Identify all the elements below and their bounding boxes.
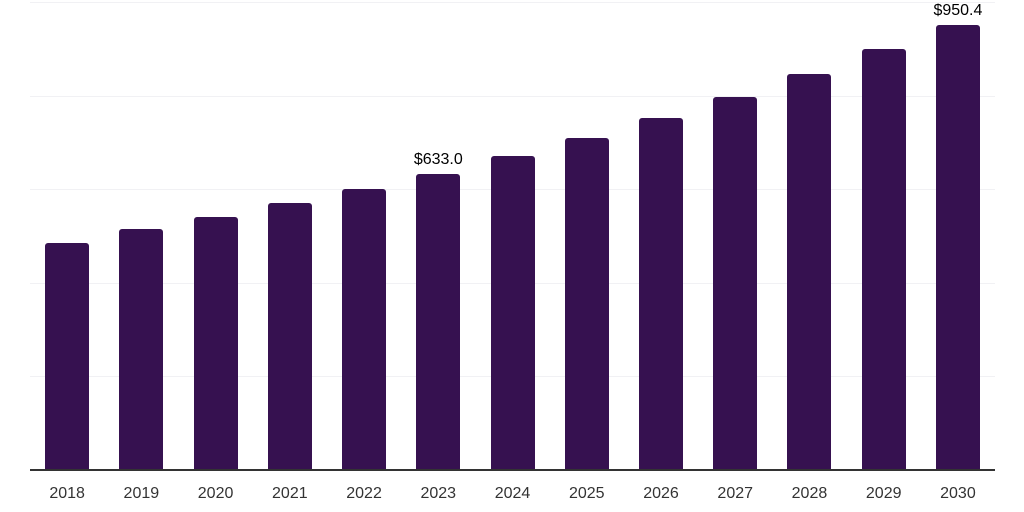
bar-column-2019	[104, 2, 178, 470]
bar-column-2022	[327, 2, 401, 470]
bar-column-2021	[253, 2, 327, 470]
bar-value-label-2023: $633.0	[413, 150, 463, 168]
bar-2022[interactable]	[342, 189, 387, 470]
x-axis-labels: 2018 2019 2020 2021 2022 2023 2024 2025 2026 2027…	[30, 484, 995, 503]
x-tick-label-2030: 2030	[940, 485, 976, 502]
bar-2027[interactable]	[713, 96, 758, 470]
x-tick-label-2025: 2025	[568, 485, 605, 502]
bar-column-2030: $950.4	[921, 2, 995, 470]
x-tick-label-2027: 2027	[717, 485, 754, 502]
x-tick-label-2021: 2021	[272, 485, 308, 502]
bar-2019[interactable]	[119, 229, 164, 470]
bar-2023[interactable]	[416, 173, 461, 470]
bar-2018[interactable]	[45, 242, 90, 470]
bar-2029[interactable]	[861, 49, 906, 470]
bars-container: $633.0 $950.4	[30, 2, 995, 470]
x-tick-label-2018: 2018	[49, 485, 85, 502]
bar-2020[interactable]	[193, 217, 238, 470]
x-tick-label-2020: 2020	[197, 485, 234, 502]
x-tick-label-2022: 2022	[346, 485, 382, 502]
x-tick-label-2029: 2029	[865, 485, 902, 502]
bar-2025[interactable]	[564, 137, 609, 470]
bar-2026[interactable]	[638, 117, 683, 470]
bar-column-2028	[772, 2, 846, 470]
x-tick-label-2023: 2023	[420, 485, 457, 502]
bar-column-2018	[30, 2, 104, 470]
x-axis-line	[30, 469, 995, 471]
bar-2024[interactable]	[490, 156, 535, 470]
x-tick-label-2019: 2019	[123, 485, 160, 502]
bar-2021[interactable]	[267, 203, 312, 470]
x-tick-label-2026: 2026	[643, 485, 679, 502]
bar-column-2026	[624, 2, 698, 470]
bar-column-2025	[550, 2, 624, 470]
bar-column-2020	[178, 2, 252, 470]
bar-column-2023: $633.0	[401, 2, 475, 470]
gridline-800	[30, 95, 995, 97]
plot-area: $633.0 $950.4	[30, 2, 995, 470]
bar-value-label-2030: $950.4	[933, 2, 983, 20]
bar-2030[interactable]	[935, 25, 980, 470]
gridline-1000	[30, 2, 995, 3]
x-tick-label-2028: 2028	[791, 485, 828, 502]
bar-2028[interactable]	[787, 73, 832, 470]
bar-column-2027	[698, 2, 772, 470]
bar-column-2029	[847, 2, 921, 470]
bar-column-2024	[475, 2, 549, 470]
x-tick-label-2024: 2024	[494, 485, 531, 502]
